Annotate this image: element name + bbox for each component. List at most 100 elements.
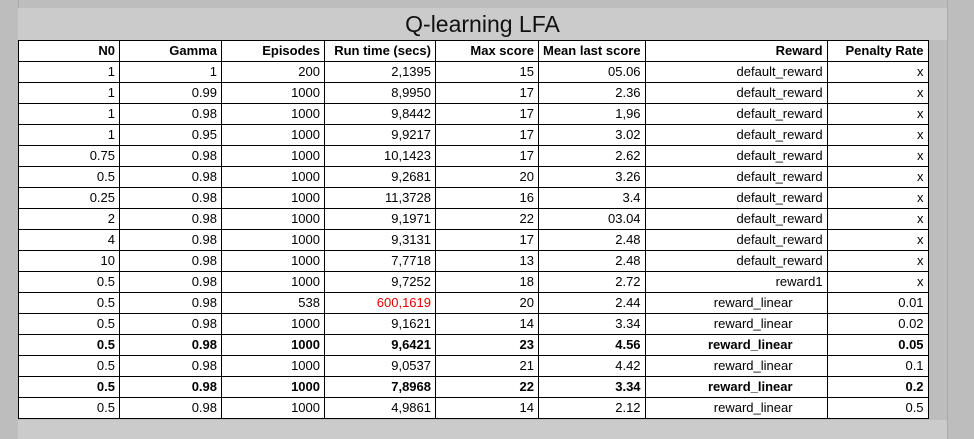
cell-n0[interactable]: 10 [18, 250, 120, 272]
cell-runtime[interactable]: 9,3131 [324, 229, 436, 251]
cell-n0[interactable]: 0.25 [18, 187, 120, 209]
cell-n0[interactable]: 1 [18, 124, 120, 146]
cell-reward[interactable]: default_reward [644, 103, 828, 125]
cell-n0[interactable]: 4 [18, 229, 120, 251]
cell-reward[interactable]: reward_linear [644, 334, 828, 356]
cell-max-score[interactable]: 18 [435, 271, 539, 293]
cell-n0[interactable]: 0.5 [18, 397, 120, 419]
header-max-score[interactable]: Max score [435, 40, 539, 62]
cell-episodes[interactable]: 1000 [221, 124, 325, 146]
cell-max-score[interactable]: 21 [435, 355, 539, 377]
cell-gamma[interactable]: 1 [119, 61, 222, 83]
cell-gamma[interactable]: 0.98 [119, 187, 222, 209]
cell-penalty-rate[interactable]: x [826, 208, 929, 230]
cell-mean-last-score[interactable]: 3.02 [538, 124, 646, 146]
cell-gamma[interactable]: 0.98 [119, 292, 222, 314]
header-gamma[interactable]: Gamma [119, 40, 222, 62]
cell-n0[interactable]: 0.5 [18, 271, 120, 293]
cell-episodes[interactable]: 1000 [221, 397, 325, 419]
cell-penalty-rate[interactable]: x [826, 166, 929, 188]
cell-runtime[interactable]: 2,1395 [324, 61, 436, 83]
cell-penalty-rate[interactable]: x [826, 82, 929, 104]
cell-n0[interactable]: 0.5 [18, 292, 120, 314]
header-mean-last-score[interactable]: Mean last score [538, 40, 646, 62]
cell-max-score[interactable]: 23 [435, 334, 539, 356]
header-runtime[interactable]: Run time (secs) [324, 40, 436, 62]
cell-episodes[interactable]: 1000 [221, 355, 325, 377]
cell-mean-last-score[interactable]: 4.56 [538, 334, 646, 356]
cell-episodes[interactable]: 1000 [221, 82, 325, 104]
cell-penalty-rate[interactable]: x [826, 145, 929, 167]
cell-mean-last-score[interactable]: 3.4 [538, 187, 646, 209]
cell-gamma[interactable]: 0.98 [119, 103, 222, 125]
cell-runtime[interactable]: 10,1423 [324, 145, 436, 167]
cell-penalty-rate[interactable]: x [826, 61, 929, 83]
cell-episodes[interactable]: 1000 [221, 313, 325, 335]
cell-gamma[interactable]: 0.98 [119, 334, 222, 356]
cell-runtime[interactable]: 9,7252 [324, 271, 436, 293]
cell-penalty-rate[interactable]: 0.1 [826, 355, 929, 377]
cell-max-score[interactable]: 17 [435, 229, 539, 251]
cell-reward[interactable]: reward_linear [644, 313, 828, 335]
cell-gamma[interactable]: 0.98 [119, 145, 222, 167]
cell-reward[interactable]: default_reward [644, 82, 828, 104]
cell-max-score[interactable]: 20 [435, 166, 539, 188]
cell-reward[interactable]: reward_linear [644, 355, 828, 377]
cell-max-score[interactable]: 17 [435, 124, 539, 146]
cell-max-score[interactable]: 17 [435, 103, 539, 125]
cell-penalty-rate[interactable]: 0.5 [826, 397, 929, 419]
cell-episodes[interactable]: 1000 [221, 187, 325, 209]
cell-reward[interactable]: default_reward [644, 61, 828, 83]
cell-reward[interactable]: default_reward [644, 124, 828, 146]
cell-penalty-rate[interactable]: x [826, 124, 929, 146]
cell-reward[interactable]: reward_linear [644, 376, 828, 398]
cell-max-score[interactable]: 22 [435, 208, 539, 230]
cell-mean-last-score[interactable]: 4.42 [538, 355, 646, 377]
cell-gamma[interactable]: 0.98 [119, 376, 222, 398]
cell-gamma[interactable]: 0.98 [119, 271, 222, 293]
cell-gamma[interactable]: 0.98 [119, 250, 222, 272]
cell-n0[interactable]: 0.5 [18, 166, 120, 188]
cell-mean-last-score[interactable]: 3.34 [538, 376, 646, 398]
cell-reward[interactable]: reward_linear [644, 397, 828, 419]
cell-mean-last-score[interactable]: 3.34 [538, 313, 646, 335]
cell-mean-last-score[interactable]: 2.62 [538, 145, 646, 167]
header-n0[interactable]: N0 [18, 40, 120, 62]
cell-max-score[interactable]: 20 [435, 292, 539, 314]
cell-penalty-rate[interactable]: x [826, 187, 929, 209]
cell-gamma[interactable]: 0.99 [119, 82, 222, 104]
cell-mean-last-score[interactable]: 2.48 [538, 229, 646, 251]
cell-episodes[interactable]: 1000 [221, 103, 325, 125]
cell-n0[interactable]: 1 [18, 103, 120, 125]
cell-reward[interactable]: default_reward [644, 250, 828, 272]
cell-penalty-rate[interactable]: x [826, 250, 929, 272]
cell-runtime[interactable]: 11,3728 [324, 187, 436, 209]
cell-max-score[interactable]: 14 [435, 313, 539, 335]
cell-runtime[interactable]: 8,9950 [324, 82, 436, 104]
cell-runtime[interactable]: 9,0537 [324, 355, 436, 377]
cell-penalty-rate[interactable]: x [826, 103, 929, 125]
cell-penalty-rate[interactable]: x [826, 271, 929, 293]
cell-reward[interactable]: default_reward [644, 208, 828, 230]
cell-mean-last-score[interactable]: 05.06 [538, 61, 646, 83]
cell-penalty-rate[interactable]: 0.01 [826, 292, 929, 314]
cell-mean-last-score[interactable]: 2.72 [538, 271, 646, 293]
cell-runtime[interactable]: 9,6421 [324, 334, 436, 356]
cell-max-score[interactable]: 13 [435, 250, 539, 272]
cell-gamma[interactable]: 0.98 [119, 313, 222, 335]
cell-mean-last-score[interactable]: 03.04 [538, 208, 646, 230]
cell-penalty-rate[interactable]: 0.02 [826, 313, 929, 335]
cell-runtime[interactable]: 9,9217 [324, 124, 436, 146]
cell-gamma[interactable]: 0.98 [119, 208, 222, 230]
cell-n0[interactable]: 0.5 [18, 355, 120, 377]
cell-gamma[interactable]: 0.95 [119, 124, 222, 146]
cell-episodes[interactable]: 1000 [221, 250, 325, 272]
cell-gamma[interactable]: 0.98 [119, 397, 222, 419]
cell-episodes[interactable]: 538 [221, 292, 325, 314]
cell-episodes[interactable]: 1000 [221, 334, 325, 356]
cell-reward[interactable]: default_reward [644, 187, 828, 209]
cell-n0[interactable]: 0.5 [18, 334, 120, 356]
header-reward[interactable]: Reward [644, 40, 828, 62]
cell-penalty-rate[interactable]: 0.05 [826, 334, 929, 356]
cell-runtime[interactable]: 7,8968 [324, 376, 436, 398]
